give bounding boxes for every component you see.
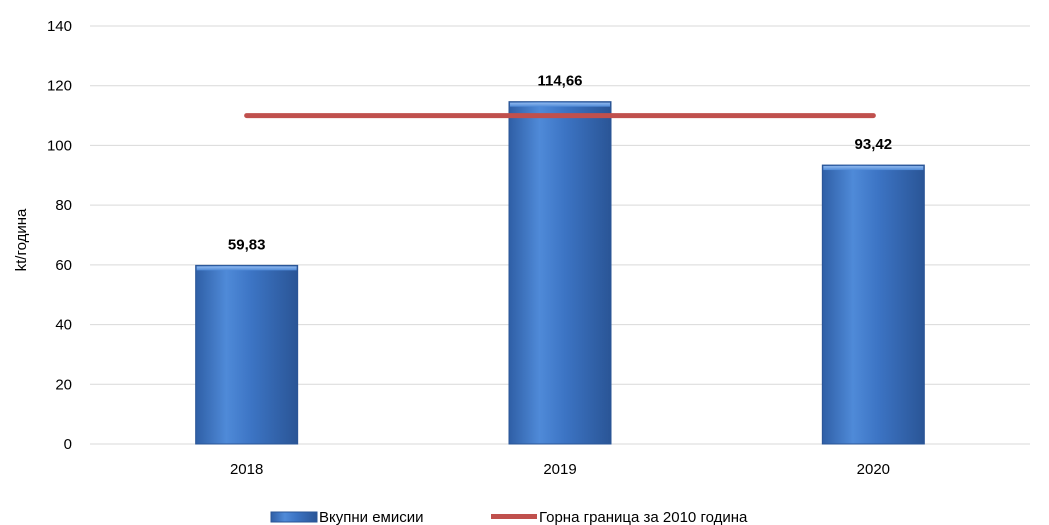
y-tick-label: 60 bbox=[55, 257, 72, 274]
legend-swatch-line bbox=[491, 514, 537, 519]
data-label: 93,42 bbox=[855, 136, 893, 153]
bar bbox=[821, 164, 925, 445]
y-tick-label: 140 bbox=[47, 18, 72, 35]
data-label: 114,66 bbox=[537, 73, 582, 90]
y-tick-label: 100 bbox=[47, 137, 72, 154]
y-tick-label: 40 bbox=[55, 317, 72, 334]
y-tick-label: 120 bbox=[47, 78, 72, 95]
data-label: 59,83 bbox=[228, 236, 266, 253]
x-axis: 2018 2019 2020 bbox=[230, 461, 890, 478]
legend-label-line: Горна граница за 2010 година bbox=[539, 509, 748, 525]
bar-top-highlight bbox=[510, 102, 610, 107]
y-axis: 0 20 40 60 80 100 120 140 bbox=[47, 18, 72, 453]
bar-top-highlight bbox=[823, 166, 924, 171]
legend-label-bars: Вкупни емисии bbox=[319, 509, 423, 525]
bars bbox=[195, 101, 925, 445]
y-axis-label: kt/година bbox=[13, 208, 30, 271]
y-tick-label: 20 bbox=[55, 376, 72, 393]
x-tick-label: 2018 bbox=[230, 461, 263, 478]
bar-top-highlight bbox=[196, 266, 297, 271]
bar bbox=[195, 264, 299, 445]
y-tick-label: 80 bbox=[55, 197, 72, 214]
y-tick-label: 0 bbox=[64, 436, 72, 453]
bar bbox=[508, 101, 612, 445]
x-tick-label: 2020 bbox=[857, 461, 890, 478]
legend: Вкупни емисии Горна граница за 2010 годи… bbox=[270, 509, 748, 525]
data-labels: 59,83 114,66 93,42 bbox=[228, 73, 892, 254]
legend-swatch-bars bbox=[270, 511, 318, 523]
x-tick-label: 2019 bbox=[543, 461, 576, 478]
